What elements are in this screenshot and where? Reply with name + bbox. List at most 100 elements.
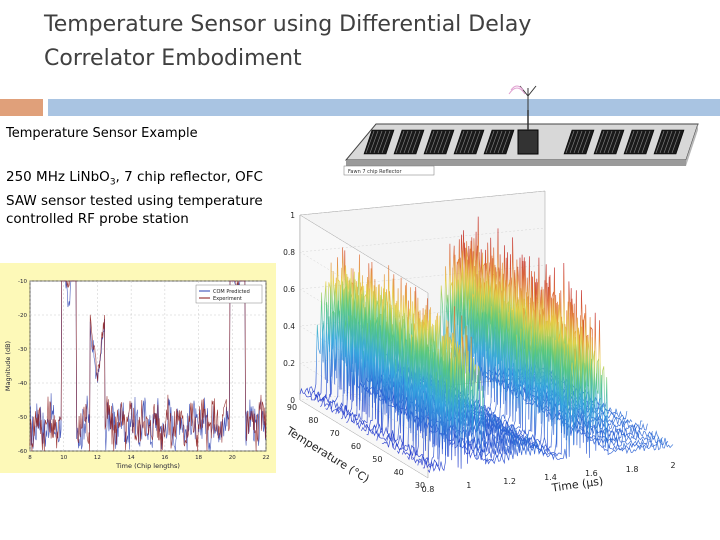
reflector-finger	[485, 130, 495, 154]
y-tick-label: 40	[394, 468, 404, 477]
reflector-finger	[395, 130, 405, 154]
reflector-finger	[403, 130, 413, 154]
slide-title: Temperature Sensor using Differential De…	[44, 8, 644, 76]
y-tick-label: -40	[18, 381, 27, 387]
x-tick-label: 8	[28, 455, 32, 461]
reflector-finger	[493, 130, 503, 154]
x-tick-label: 1.2	[503, 477, 516, 486]
gridline-z	[299, 190, 546, 294]
y-tick-label: 80	[308, 416, 318, 425]
y-tick-label: 50	[372, 455, 382, 464]
reflector-finger	[365, 130, 375, 154]
y-axis-label: Magnitude (dB)	[4, 341, 12, 391]
reflector-finger	[471, 130, 481, 154]
reflector-finger	[611, 130, 621, 154]
antenna-icon	[508, 85, 537, 110]
x-tick-label: 1	[466, 481, 471, 490]
reflector-finger	[655, 130, 665, 154]
z-tick-label: 0.4	[283, 322, 295, 331]
reflector-array	[363, 110, 685, 155]
reflector-finger	[577, 130, 587, 154]
series-line-com-predicted	[29, 280, 267, 452]
x-tick-label: 12	[94, 455, 101, 461]
reflector-finger	[625, 130, 635, 154]
gridline-z	[299, 338, 546, 442]
x-tick-label: 2	[670, 461, 675, 470]
reflector-finger	[369, 130, 379, 154]
device-label: Fawn 7 chip Reflector	[348, 169, 402, 175]
reflector-finger	[399, 130, 409, 154]
magnitude-plot: -10 -20 -30 -40 -50 -60 8 10 12 14 16 18 20 22 Time (C…	[0, 263, 276, 473]
y-tick-label: 30	[415, 481, 425, 490]
reflector-finger	[489, 130, 499, 154]
reflector-finger	[667, 130, 677, 154]
legend-label: Experiment	[213, 296, 242, 302]
description: 250 MHz LiNbO3, 7 chip reflector, OFC SA…	[6, 168, 268, 228]
series-line-experiment	[29, 280, 267, 452]
y-tick-label: -30	[18, 347, 27, 353]
x-tick-label: 1.6	[585, 469, 598, 478]
reflector-finger	[373, 130, 383, 154]
reflector-finger	[407, 130, 417, 154]
reflector-finger	[573, 130, 583, 154]
description-subscript: 3	[109, 177, 116, 188]
y-tick-label: 70	[330, 429, 340, 438]
reflector-finger	[603, 130, 613, 154]
x-tick-label: 20	[229, 455, 236, 461]
reflector-finger	[463, 130, 473, 154]
reflector-finger	[595, 130, 605, 154]
reflector-finger	[455, 130, 465, 154]
z-tick-label: 0.2	[283, 359, 295, 368]
gridline-z	[299, 375, 546, 479]
reflector-finger	[411, 130, 421, 154]
reflector-finger	[629, 130, 639, 154]
reflector-finger	[425, 130, 435, 154]
y-tick-label: 60	[351, 442, 361, 451]
reflector-finger	[467, 130, 477, 154]
reflector-finger	[641, 130, 651, 154]
z-tick-label: 0	[290, 396, 295, 405]
x-tick-label: 1.8	[626, 465, 639, 474]
x-tick-label: 16	[161, 455, 168, 461]
reflector-finger	[607, 130, 617, 154]
reflector-finger	[663, 130, 673, 154]
z-tick-label: 0.6	[283, 285, 295, 294]
reflector-finger	[433, 130, 443, 154]
saw-device-image: Fawn 7 chip Reflector	[336, 76, 700, 178]
legend-label: COM Predicted	[213, 289, 250, 295]
accent-bar-blue	[48, 99, 720, 116]
y-tick-label: 90	[287, 403, 297, 412]
x-tick-label: 1.4	[544, 473, 557, 482]
y-tick-label: -50	[18, 415, 27, 421]
reflector-finger	[497, 130, 507, 154]
y-tick-label: -20	[18, 313, 27, 319]
x-axis-label: Time (µs)	[550, 474, 604, 494]
reflector-finger	[637, 130, 647, 154]
slide-title-line2: Correlator Embodiment	[44, 46, 302, 71]
reflector-finger	[599, 130, 609, 154]
transducer	[517, 129, 539, 155]
description-part1: 250 MHz LiNbO	[6, 169, 110, 185]
description-part2: , 7 chip reflector, OFC SAW sensor teste…	[6, 169, 263, 227]
subheading: Temperature Sensor Example	[6, 126, 198, 141]
reflector-finger	[381, 130, 391, 154]
reflector-finger	[565, 130, 575, 154]
accent-bar-orange	[0, 99, 43, 116]
reflector-finger	[429, 130, 439, 154]
slide-title-line1: Temperature Sensor using Differential De…	[44, 12, 532, 37]
reflector-finger	[459, 130, 469, 154]
reflector-finger	[377, 130, 387, 154]
z-tick-label: 1	[290, 211, 295, 220]
x-axis-label: Time (Chip lengths)	[115, 462, 180, 470]
surface-trace	[427, 312, 674, 474]
x-tick-label: 14	[128, 455, 135, 461]
x-tick-label: 18	[195, 455, 202, 461]
reflector-finger	[581, 130, 591, 154]
y-tick-label: -10	[18, 279, 27, 285]
reflector-finger	[441, 130, 451, 154]
reflector-finger	[659, 130, 669, 154]
reflector-finger	[569, 130, 579, 154]
x-tick-label: 10	[60, 455, 67, 461]
reflector-finger	[437, 130, 447, 154]
z-tick-label: 0.8	[283, 248, 295, 257]
